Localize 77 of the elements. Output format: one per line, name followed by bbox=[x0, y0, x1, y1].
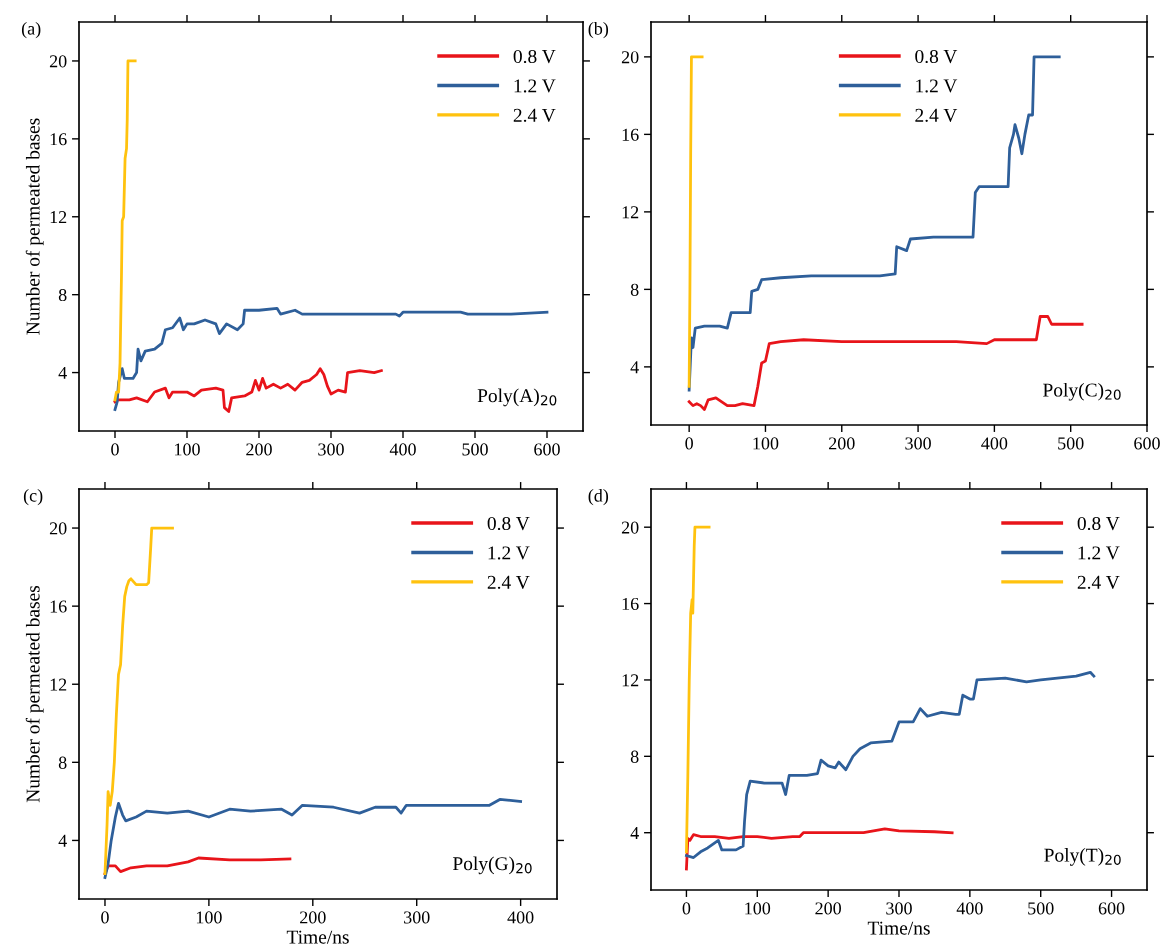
legend-label: 2.4 V bbox=[487, 575, 530, 589]
line-series bbox=[685, 525, 711, 854]
x-tick-label: 100 bbox=[745, 902, 771, 915]
line-series bbox=[103, 856, 292, 876]
y-tick-label: 12 bbox=[622, 674, 639, 687]
line-series bbox=[685, 827, 954, 871]
x-tick-label: 0 bbox=[101, 911, 109, 924]
y-axis-title: Number of permeated bases bbox=[25, 118, 44, 335]
legend-label: 2.4 V bbox=[1077, 575, 1120, 589]
y-tick-label: 20 bbox=[49, 55, 67, 68]
annotation: Poly(T)$_{20}$ bbox=[1044, 848, 1121, 866]
y-tick-label: 16 bbox=[50, 600, 67, 613]
y-tick-label: 8 bbox=[58, 288, 67, 302]
y-tick-label: 8 bbox=[630, 283, 639, 296]
x-tick-label: 300 bbox=[404, 911, 430, 924]
legend-label: 2.4 V bbox=[915, 108, 958, 122]
y-tick-label: 4 bbox=[630, 827, 639, 839]
text: (d) bbox=[588, 489, 609, 506]
y-tick-label: 16 bbox=[622, 128, 639, 141]
x-axis-title: Time/ns bbox=[867, 921, 930, 935]
line-series bbox=[113, 367, 383, 413]
x-tick-label: 0 bbox=[685, 437, 693, 450]
legend-label: 1.2 V bbox=[916, 79, 958, 93]
x-tick-label: 300 bbox=[318, 443, 344, 456]
y-tick-label: 8 bbox=[630, 750, 639, 763]
y-tick-label: 20 bbox=[621, 521, 639, 534]
x-tick-label: 300 bbox=[905, 437, 931, 450]
x-tick-label: 400 bbox=[956, 902, 983, 915]
annotation: Poly(G)$_{20}$ bbox=[452, 856, 532, 875]
line-series bbox=[687, 55, 704, 388]
legend-label: 2.4 V bbox=[513, 108, 556, 122]
x-tick-label: 400 bbox=[507, 911, 534, 924]
y-tick-label: 20 bbox=[621, 51, 639, 64]
legend-label: 1.2 V bbox=[488, 546, 530, 560]
x-tick-label: 0 bbox=[111, 443, 119, 456]
legend-label: 0.8 V bbox=[915, 49, 958, 64]
line-series bbox=[103, 526, 174, 876]
text: (a) bbox=[21, 22, 41, 39]
x-tick-label: 500 bbox=[462, 443, 488, 456]
legend-label: 0.8 V bbox=[487, 516, 530, 531]
y-tick-label: 4 bbox=[58, 366, 67, 379]
x-tick-label: 100 bbox=[753, 437, 779, 450]
x-tick-label: 600 bbox=[534, 443, 560, 456]
x-tick-label: 200 bbox=[246, 443, 272, 456]
x-axis-title: Time/ns bbox=[286, 930, 349, 944]
legend-label: 1.2 V bbox=[514, 79, 556, 93]
line-series bbox=[113, 59, 137, 402]
x-tick-label: 200 bbox=[815, 902, 841, 915]
y-tick-label: 16 bbox=[622, 597, 639, 611]
x-tick-label: 600 bbox=[1098, 902, 1125, 915]
x-tick-label: 500 bbox=[1028, 902, 1054, 915]
y-tick-label: 12 bbox=[50, 678, 67, 691]
text: (b) bbox=[588, 22, 609, 39]
y-tick-label: 16 bbox=[50, 133, 67, 146]
x-tick-label: 100 bbox=[175, 443, 200, 456]
legend-label: 1.2 V bbox=[1078, 546, 1120, 560]
x-tick-label: 500 bbox=[1058, 437, 1084, 450]
x-tick-label: 200 bbox=[300, 911, 326, 924]
x-tick-label: 100 bbox=[196, 911, 222, 924]
y-tick-label: 8 bbox=[58, 756, 67, 769]
annotation: Poly(A)$_{20}$ bbox=[477, 388, 557, 407]
x-tick-label: 600 bbox=[1134, 437, 1160, 450]
y-tick-label: 12 bbox=[622, 206, 639, 219]
legend-label: 0.8 V bbox=[513, 49, 556, 64]
y-tick-label: 20 bbox=[49, 522, 67, 535]
x-tick-label: 300 bbox=[886, 902, 912, 915]
y-tick-label: 4 bbox=[58, 834, 67, 847]
annotation: Poly(C)$_{20}$ bbox=[1043, 382, 1121, 401]
text: (c) bbox=[23, 489, 43, 506]
legend-label: 0.8 V bbox=[1077, 516, 1120, 531]
x-tick-label: 400 bbox=[981, 437, 1008, 450]
y-axis-title: Number of permeated bases bbox=[25, 585, 44, 803]
x-tick-label: 0 bbox=[682, 902, 691, 915]
x-tick-label: 400 bbox=[389, 443, 416, 456]
y-tick-label: 4 bbox=[630, 361, 639, 374]
y-tick-label: 12 bbox=[50, 211, 67, 224]
x-tick-label: 200 bbox=[829, 437, 855, 450]
